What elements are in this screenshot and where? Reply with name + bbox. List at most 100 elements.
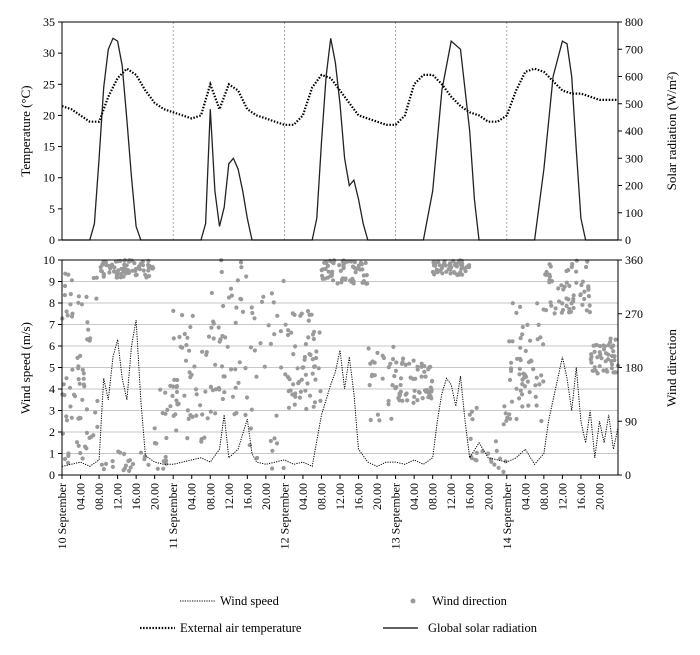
wind-direction-point <box>470 417 475 422</box>
time-tick-label: 11 September <box>166 483 180 549</box>
wind-direction-point <box>163 454 168 460</box>
wind-direction-point <box>419 361 424 366</box>
wind-direction-point <box>185 408 190 413</box>
wind-direction-point <box>518 304 523 309</box>
wind-direction-point <box>122 265 127 271</box>
wind-direction-point <box>140 263 146 268</box>
wind-direction-point <box>180 345 185 350</box>
wind-direction-point <box>238 260 244 265</box>
wind-direction-point <box>66 453 71 458</box>
wind-direction-point <box>138 450 144 455</box>
wind-direction-point <box>119 271 124 276</box>
wind-direction-point <box>360 280 365 285</box>
wind-direction-point <box>531 367 536 372</box>
wind-direction-point <box>307 352 312 357</box>
wind-direction-point <box>206 334 212 339</box>
wind-direction-point <box>537 382 542 387</box>
wind-direction-point <box>220 396 225 402</box>
wind-direction-point <box>400 398 405 403</box>
wind-direction-point <box>99 462 104 467</box>
wind-direction-point <box>221 374 226 379</box>
wind-direction-point <box>510 301 515 306</box>
wind-direction-point <box>292 312 297 317</box>
wind-speed-tick-label: 6 <box>49 339 55 353</box>
wind-direction-point <box>168 404 173 409</box>
wind-direction-point <box>587 310 593 315</box>
wind-direction-point <box>164 461 169 466</box>
wind-direction-point <box>523 348 528 354</box>
wind-direction-point <box>608 340 613 345</box>
wind-direction-point <box>286 405 292 410</box>
wind-speed-tick-label: 0 <box>49 468 55 482</box>
wind-direction-point <box>611 343 616 348</box>
wind-speed-tick-label: 8 <box>49 296 55 310</box>
wind-direction-point <box>262 364 267 369</box>
wind-direction-point <box>375 350 380 355</box>
temperature-axis-ticks: 0 5 10 15 20 25 30 35 <box>43 15 62 247</box>
wind-direction-point <box>541 379 546 384</box>
wind-direction-point <box>424 387 429 393</box>
wind-direction-point <box>386 398 391 404</box>
wind-direction-point <box>163 390 168 395</box>
wind-direction-point <box>228 286 234 291</box>
wind-direction-tick-label: 180 <box>625 361 643 375</box>
wind-direction-point <box>609 366 614 371</box>
wind-direction-point <box>249 407 254 412</box>
wind-direction-point <box>480 449 485 454</box>
wind-direction-point <box>75 355 80 360</box>
time-tick-label: 04.00 <box>407 483 421 510</box>
wind-direction-point <box>313 377 318 382</box>
wind-direction-point <box>496 465 501 470</box>
time-tick-label: 04.00 <box>185 483 199 510</box>
temperature-axis-title: Temperature (°C) <box>18 85 33 176</box>
bottom-panel: 0 1 2 3 4 5 6 7 8 9 10 0 90 180 270 360 10 September 04… <box>18 253 679 549</box>
time-tick-label: 20.00 <box>148 483 162 510</box>
wind-direction-point <box>501 469 506 474</box>
wind-direction-point <box>322 276 327 281</box>
wind-direction-point <box>229 367 234 372</box>
wind-direction-point <box>234 305 239 310</box>
wind-direction-point <box>243 412 248 418</box>
wind-direction-point <box>112 269 117 274</box>
wind-direction-point <box>198 403 203 408</box>
wind-direction-point <box>171 336 176 341</box>
wind-direction-point <box>239 265 244 270</box>
wind-direction-point <box>209 290 214 296</box>
wind-direction-point <box>368 361 373 366</box>
wind-direction-point <box>560 301 565 306</box>
wind-direction-point <box>582 289 587 294</box>
wind-direction-point <box>247 443 252 448</box>
top-day-gridlines <box>172 22 508 240</box>
wind-direction-point <box>553 306 558 311</box>
wind-direction-point <box>517 366 522 371</box>
wind-direction-point <box>571 305 576 311</box>
wind-direction-point <box>509 360 514 365</box>
wind-direction-point <box>310 357 315 362</box>
wind-direction-point <box>219 269 224 275</box>
wind-direction-point <box>312 400 318 405</box>
wind-direction-point <box>433 263 438 268</box>
wind-direction-point <box>611 349 616 354</box>
wind-direction-point <box>173 412 178 417</box>
wind-direction-point <box>137 267 142 272</box>
wind-direction-point <box>541 342 546 347</box>
wind-direction-point <box>557 299 562 304</box>
wind-direction-point <box>101 272 106 277</box>
wind-direction-point <box>299 311 304 316</box>
wind-direction-point <box>514 310 519 315</box>
solar-radiation-tick-label: 400 <box>625 124 643 138</box>
wind-direction-point <box>586 294 592 299</box>
wind-direction-point <box>233 367 238 372</box>
wind-direction-point <box>317 330 322 335</box>
wind-direction-point <box>87 338 92 343</box>
wind-direction-point <box>597 364 602 369</box>
wind-direction-point <box>518 388 523 393</box>
time-tick-label: 12.00 <box>111 483 125 510</box>
wind-direction-point <box>84 407 89 412</box>
time-tick-label: 08.00 <box>537 483 551 510</box>
wind-direction-point <box>319 273 325 278</box>
wind-direction-point <box>208 409 213 414</box>
wind-direction-point <box>415 398 420 403</box>
wind-direction-point <box>426 395 431 400</box>
wind-direction-point <box>281 465 286 471</box>
